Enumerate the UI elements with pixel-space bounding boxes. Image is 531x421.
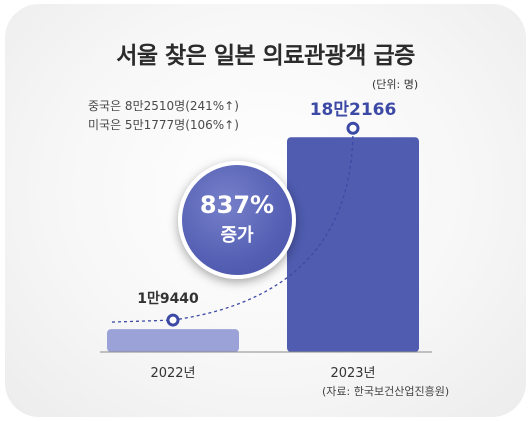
- value-label-2022: 1만9440: [137, 291, 199, 308]
- trend-curve: [172, 128, 354, 321]
- category-label-2022: 2022년: [150, 366, 196, 381]
- chart-title: 서울 찾은 일본 의료관광객 급증: [116, 43, 415, 69]
- note-china: 중국은 8만2510명(241%↑): [88, 99, 239, 113]
- source-note: (자료: 한국보건산업진흥원): [322, 385, 450, 398]
- growth-label: 증가: [220, 225, 254, 246]
- value-label-2023: 18만2166: [309, 100, 397, 121]
- category-label-2023: 2023년: [330, 366, 376, 381]
- marker-2023: [346, 121, 360, 135]
- growth-percent: 837%: [199, 191, 275, 219]
- marker-2022: [166, 313, 180, 327]
- bar-2023: [287, 137, 419, 352]
- trend-lead-in: [111, 319, 174, 323]
- bar-2022: [107, 329, 239, 352]
- growth-badge: 837% 증가: [178, 161, 296, 279]
- unit-label: (단위: 명): [372, 78, 419, 91]
- note-usa: 미국은 5만1777명(106%↑): [88, 118, 239, 132]
